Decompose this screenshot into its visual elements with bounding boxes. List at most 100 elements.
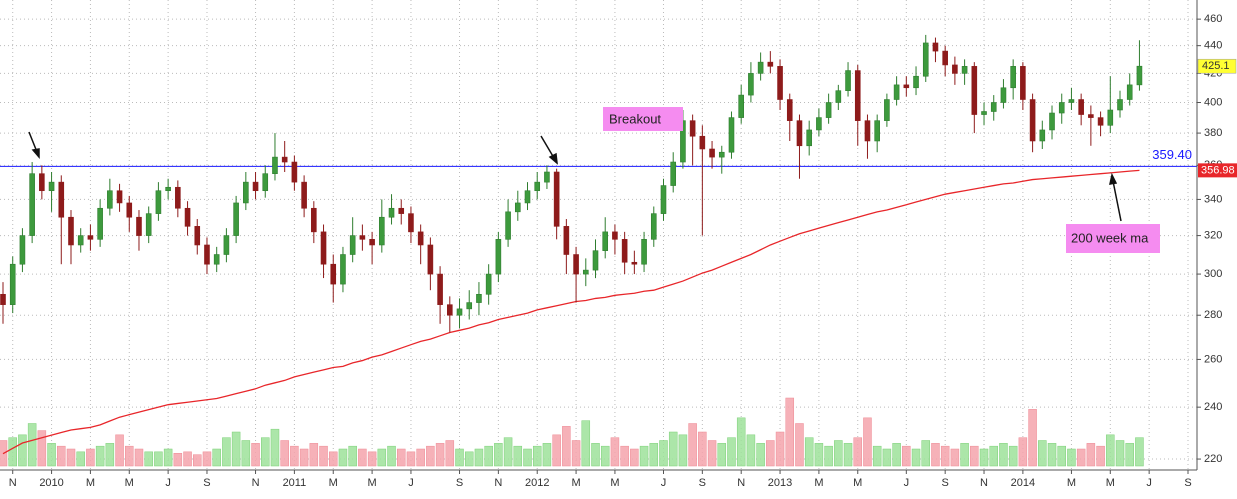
candle-body: [1029, 99, 1036, 142]
volume-bar: [950, 448, 960, 467]
candle-body: [903, 84, 910, 89]
candle-body: [718, 151, 725, 158]
candle-body: [990, 102, 997, 112]
candle-body: [349, 235, 356, 255]
x-tick-label: M: [571, 477, 580, 489]
volume-bar: [766, 440, 775, 467]
volume-bar: [970, 445, 979, 467]
x-tick-label: 2010: [39, 477, 63, 489]
y-tick-label: 260: [1204, 353, 1222, 365]
volume-bar: [853, 437, 863, 467]
candle-body: [748, 73, 754, 96]
volume-bar: [144, 451, 153, 467]
volume-bar: [1106, 434, 1115, 467]
volume-bar: [455, 448, 464, 467]
volume-bar: [358, 448, 367, 467]
x-tick-label: J: [408, 477, 414, 489]
candle-body: [612, 231, 618, 240]
candle-body: [854, 70, 861, 121]
volume-bar: [513, 445, 523, 467]
volume-bar: [600, 445, 610, 467]
candle-body: [252, 181, 259, 192]
volume-bar: [571, 440, 581, 467]
candle-body: [388, 207, 395, 218]
candle-body: [165, 186, 171, 192]
candle-body: [757, 61, 764, 74]
candle-body: [806, 129, 812, 147]
candle-body: [379, 216, 385, 246]
volume-bar: [523, 448, 532, 467]
candle-body: [582, 269, 589, 275]
price-layer: [0, 34, 1197, 455]
volume-bar: [707, 440, 717, 467]
volume-bar: [960, 443, 969, 467]
volume-bar: [37, 430, 47, 467]
candle-body: [1010, 66, 1016, 89]
volume-bar: [785, 397, 795, 467]
volume-bar: [231, 431, 241, 467]
volume-bar: [639, 445, 649, 467]
arrows: [28, 131, 1122, 222]
x-tick-label: 2012: [525, 477, 549, 489]
candle-body: [631, 261, 638, 265]
x-tick-label: 2013: [768, 477, 792, 489]
candle-body: [155, 190, 162, 214]
volume-bar: [27, 423, 37, 467]
annotation-box: [603, 107, 683, 131]
candle-body: [301, 181, 307, 209]
volume-bar: [591, 443, 600, 467]
candle-body: [369, 239, 375, 246]
candle-body: [641, 239, 647, 265]
x-tick-label: J: [904, 477, 910, 489]
moving-average-line: [2, 169, 1140, 455]
volume-bar: [251, 443, 260, 467]
volume-bar: [426, 445, 435, 467]
candle-body: [524, 190, 531, 204]
volume-bar: [1067, 448, 1076, 467]
candle-body: [437, 273, 443, 305]
candle-body: [126, 202, 133, 218]
candle-body: [796, 120, 803, 147]
candle-body: [0, 293, 6, 305]
volume-bar: [717, 443, 727, 467]
volume-bar: [581, 420, 591, 467]
volume-bar: [163, 448, 173, 467]
candle-body: [1068, 99, 1075, 103]
candle-body: [981, 111, 987, 115]
volume-bar: [989, 445, 998, 467]
volume-bar: [940, 445, 950, 467]
candle-body: [48, 181, 55, 192]
volume-bar: [824, 445, 833, 467]
volume-bar: [416, 448, 425, 467]
volume-bar: [241, 440, 251, 467]
y-tick-label: 440: [1204, 40, 1222, 52]
candle-body: [728, 117, 735, 153]
volume-bar: [202, 451, 212, 467]
x-tick-label: S: [1184, 477, 1191, 489]
candle-body: [544, 171, 550, 183]
volume-bar: [8, 437, 17, 467]
arrow-head: [1109, 172, 1118, 185]
candle-body: [505, 211, 511, 240]
candle-body: [1117, 99, 1123, 111]
volume-bar: [1086, 443, 1096, 467]
candle-body: [709, 148, 715, 158]
candle-body: [194, 226, 201, 246]
volume-bar: [1018, 437, 1028, 467]
candle-body: [1049, 112, 1055, 131]
volume-bar: [620, 445, 629, 467]
volume-bar: [814, 443, 824, 467]
candle-body: [408, 213, 414, 233]
candle-body: [281, 156, 288, 163]
volume-bar: [503, 437, 513, 467]
candle-body: [1136, 65, 1143, 86]
candle-body: [495, 239, 502, 275]
volume-bar: [610, 437, 620, 467]
candle-body: [330, 263, 337, 285]
volume-bar: [882, 448, 892, 467]
candle-body: [136, 216, 142, 236]
candle-body: [952, 64, 958, 74]
candle-body: [650, 213, 657, 240]
